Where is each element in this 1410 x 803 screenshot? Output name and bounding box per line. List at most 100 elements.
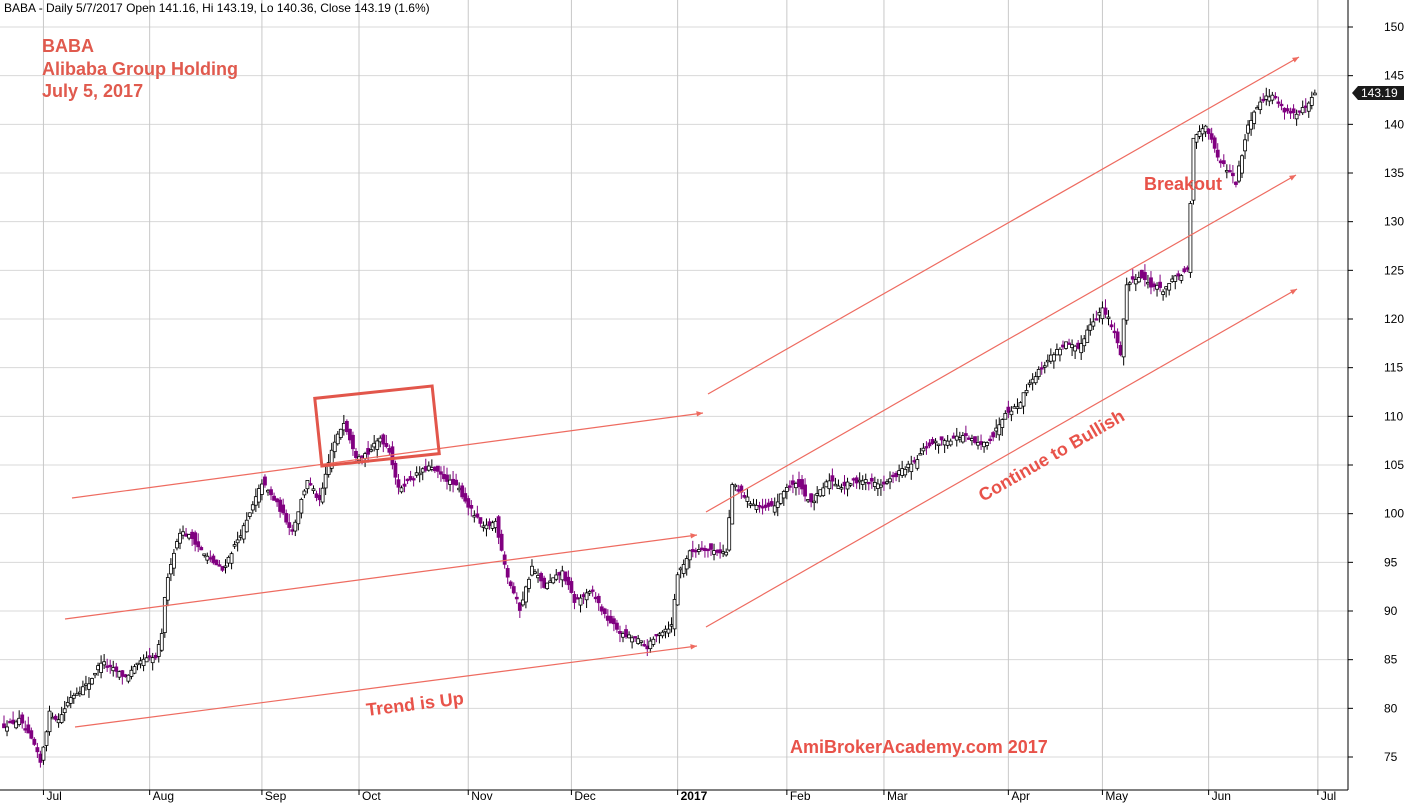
- candle-body: [260, 483, 264, 495]
- candle-body: [420, 468, 425, 473]
- candle-body: [11, 719, 16, 724]
- candle-body: [511, 586, 516, 594]
- candle-body: [663, 628, 668, 633]
- candle-body: [126, 674, 131, 682]
- candle-body: [672, 599, 677, 630]
- candle-body: [930, 439, 935, 445]
- candle-body: [657, 633, 662, 636]
- date-title: July 5, 2017: [42, 81, 143, 101]
- candle-body: [1039, 367, 1044, 370]
- candle-body: [827, 480, 832, 490]
- candle-body: [1267, 96, 1272, 102]
- candle-body: [65, 702, 70, 707]
- candle-body: [727, 517, 732, 551]
- candle-body: [539, 573, 543, 582]
- candle-body: [1146, 281, 1150, 285]
- candle-body: [153, 654, 158, 659]
- candle-body: [1297, 110, 1302, 113]
- candle-body: [696, 549, 701, 552]
- candle-body: [502, 554, 507, 565]
- x-tick-label: Dec: [574, 789, 595, 803]
- candle-body: [1121, 318, 1126, 358]
- candle-body: [417, 472, 422, 476]
- candle-body: [317, 495, 322, 501]
- candle-body: [660, 631, 665, 637]
- candle-body: [275, 498, 279, 503]
- candle-body: [53, 715, 58, 720]
- ohlc-header: BABA - Daily 5/7/2017 Open 141.16, Hi 14…: [4, 1, 430, 15]
- y-tick-label: 75: [1384, 750, 1398, 764]
- candle-body: [882, 481, 886, 485]
- candle-body: [951, 435, 956, 439]
- candle-body: [1170, 278, 1175, 283]
- candle-body: [2, 723, 6, 729]
- trend-arrowhead: [690, 533, 697, 539]
- candle-body: [818, 489, 823, 497]
- y-tick-label: 120: [1384, 312, 1404, 326]
- candle-body: [84, 683, 88, 686]
- x-tick-label: Sep: [265, 789, 287, 803]
- candle-body: [1279, 103, 1284, 107]
- candle-body: [505, 568, 510, 578]
- y-tick-label: 90: [1384, 604, 1398, 618]
- x-tick-label: May: [1105, 789, 1128, 803]
- candle-body: [1197, 131, 1202, 137]
- candle-body: [56, 719, 61, 724]
- candle-body: [484, 524, 489, 530]
- candle-body: [1164, 286, 1169, 290]
- candle-body: [272, 495, 276, 501]
- x-tick-label: Jul: [46, 789, 61, 803]
- candle-body: [250, 504, 255, 511]
- x-tick-label: 2017: [681, 789, 708, 803]
- candle-body: [77, 691, 82, 694]
- candle-body: [62, 708, 67, 713]
- candle-body: [1240, 155, 1244, 174]
- candle-body: [460, 485, 465, 498]
- candle-body: [888, 478, 892, 483]
- candle-body: [478, 517, 483, 524]
- candle-body: [933, 440, 938, 444]
- candle-body: [144, 657, 149, 663]
- candle-body: [757, 505, 762, 508]
- candle-body: [14, 721, 19, 729]
- candle-body: [487, 521, 492, 526]
- candle-body: [1027, 382, 1032, 385]
- candle-body: [1200, 128, 1205, 135]
- candle-body: [675, 574, 680, 606]
- candle-body: [1130, 276, 1135, 280]
- candle-body: [605, 615, 610, 621]
- trend-arrowhead: [1289, 175, 1296, 181]
- candle-body: [794, 482, 798, 489]
- candle-body: [129, 669, 134, 677]
- candle-body: [96, 665, 100, 671]
- y-tick-label: 110: [1384, 409, 1403, 423]
- candle-body: [636, 638, 641, 644]
- candle-body: [860, 480, 865, 485]
- candle-body: [102, 661, 107, 666]
- candle-body: [445, 474, 449, 482]
- trend-arrowhead: [1292, 57, 1299, 63]
- candle-body: [1158, 281, 1162, 288]
- candle-body: [217, 564, 222, 567]
- candle-body: [587, 591, 592, 594]
- candle-body: [162, 597, 167, 633]
- candle-body: [1012, 406, 1017, 409]
- candle-body: [824, 481, 829, 488]
- candle-body: [596, 595, 601, 604]
- candle-body: [1234, 181, 1238, 185]
- candle-body: [1215, 149, 1220, 158]
- candle-body: [960, 435, 965, 443]
- candle-body: [687, 550, 692, 561]
- candle-body: [329, 449, 334, 469]
- candle-body: [848, 483, 853, 486]
- candle-body: [733, 484, 738, 488]
- candle-body: [1003, 413, 1008, 420]
- candle-body: [772, 505, 777, 513]
- trend-arrowhead: [696, 411, 703, 417]
- candle-body: [1237, 165, 1241, 182]
- candle-body: [879, 484, 883, 488]
- candle-body: [302, 490, 307, 496]
- candle-body: [976, 441, 980, 446]
- candle-body: [381, 434, 386, 445]
- candle-body: [1312, 92, 1317, 96]
